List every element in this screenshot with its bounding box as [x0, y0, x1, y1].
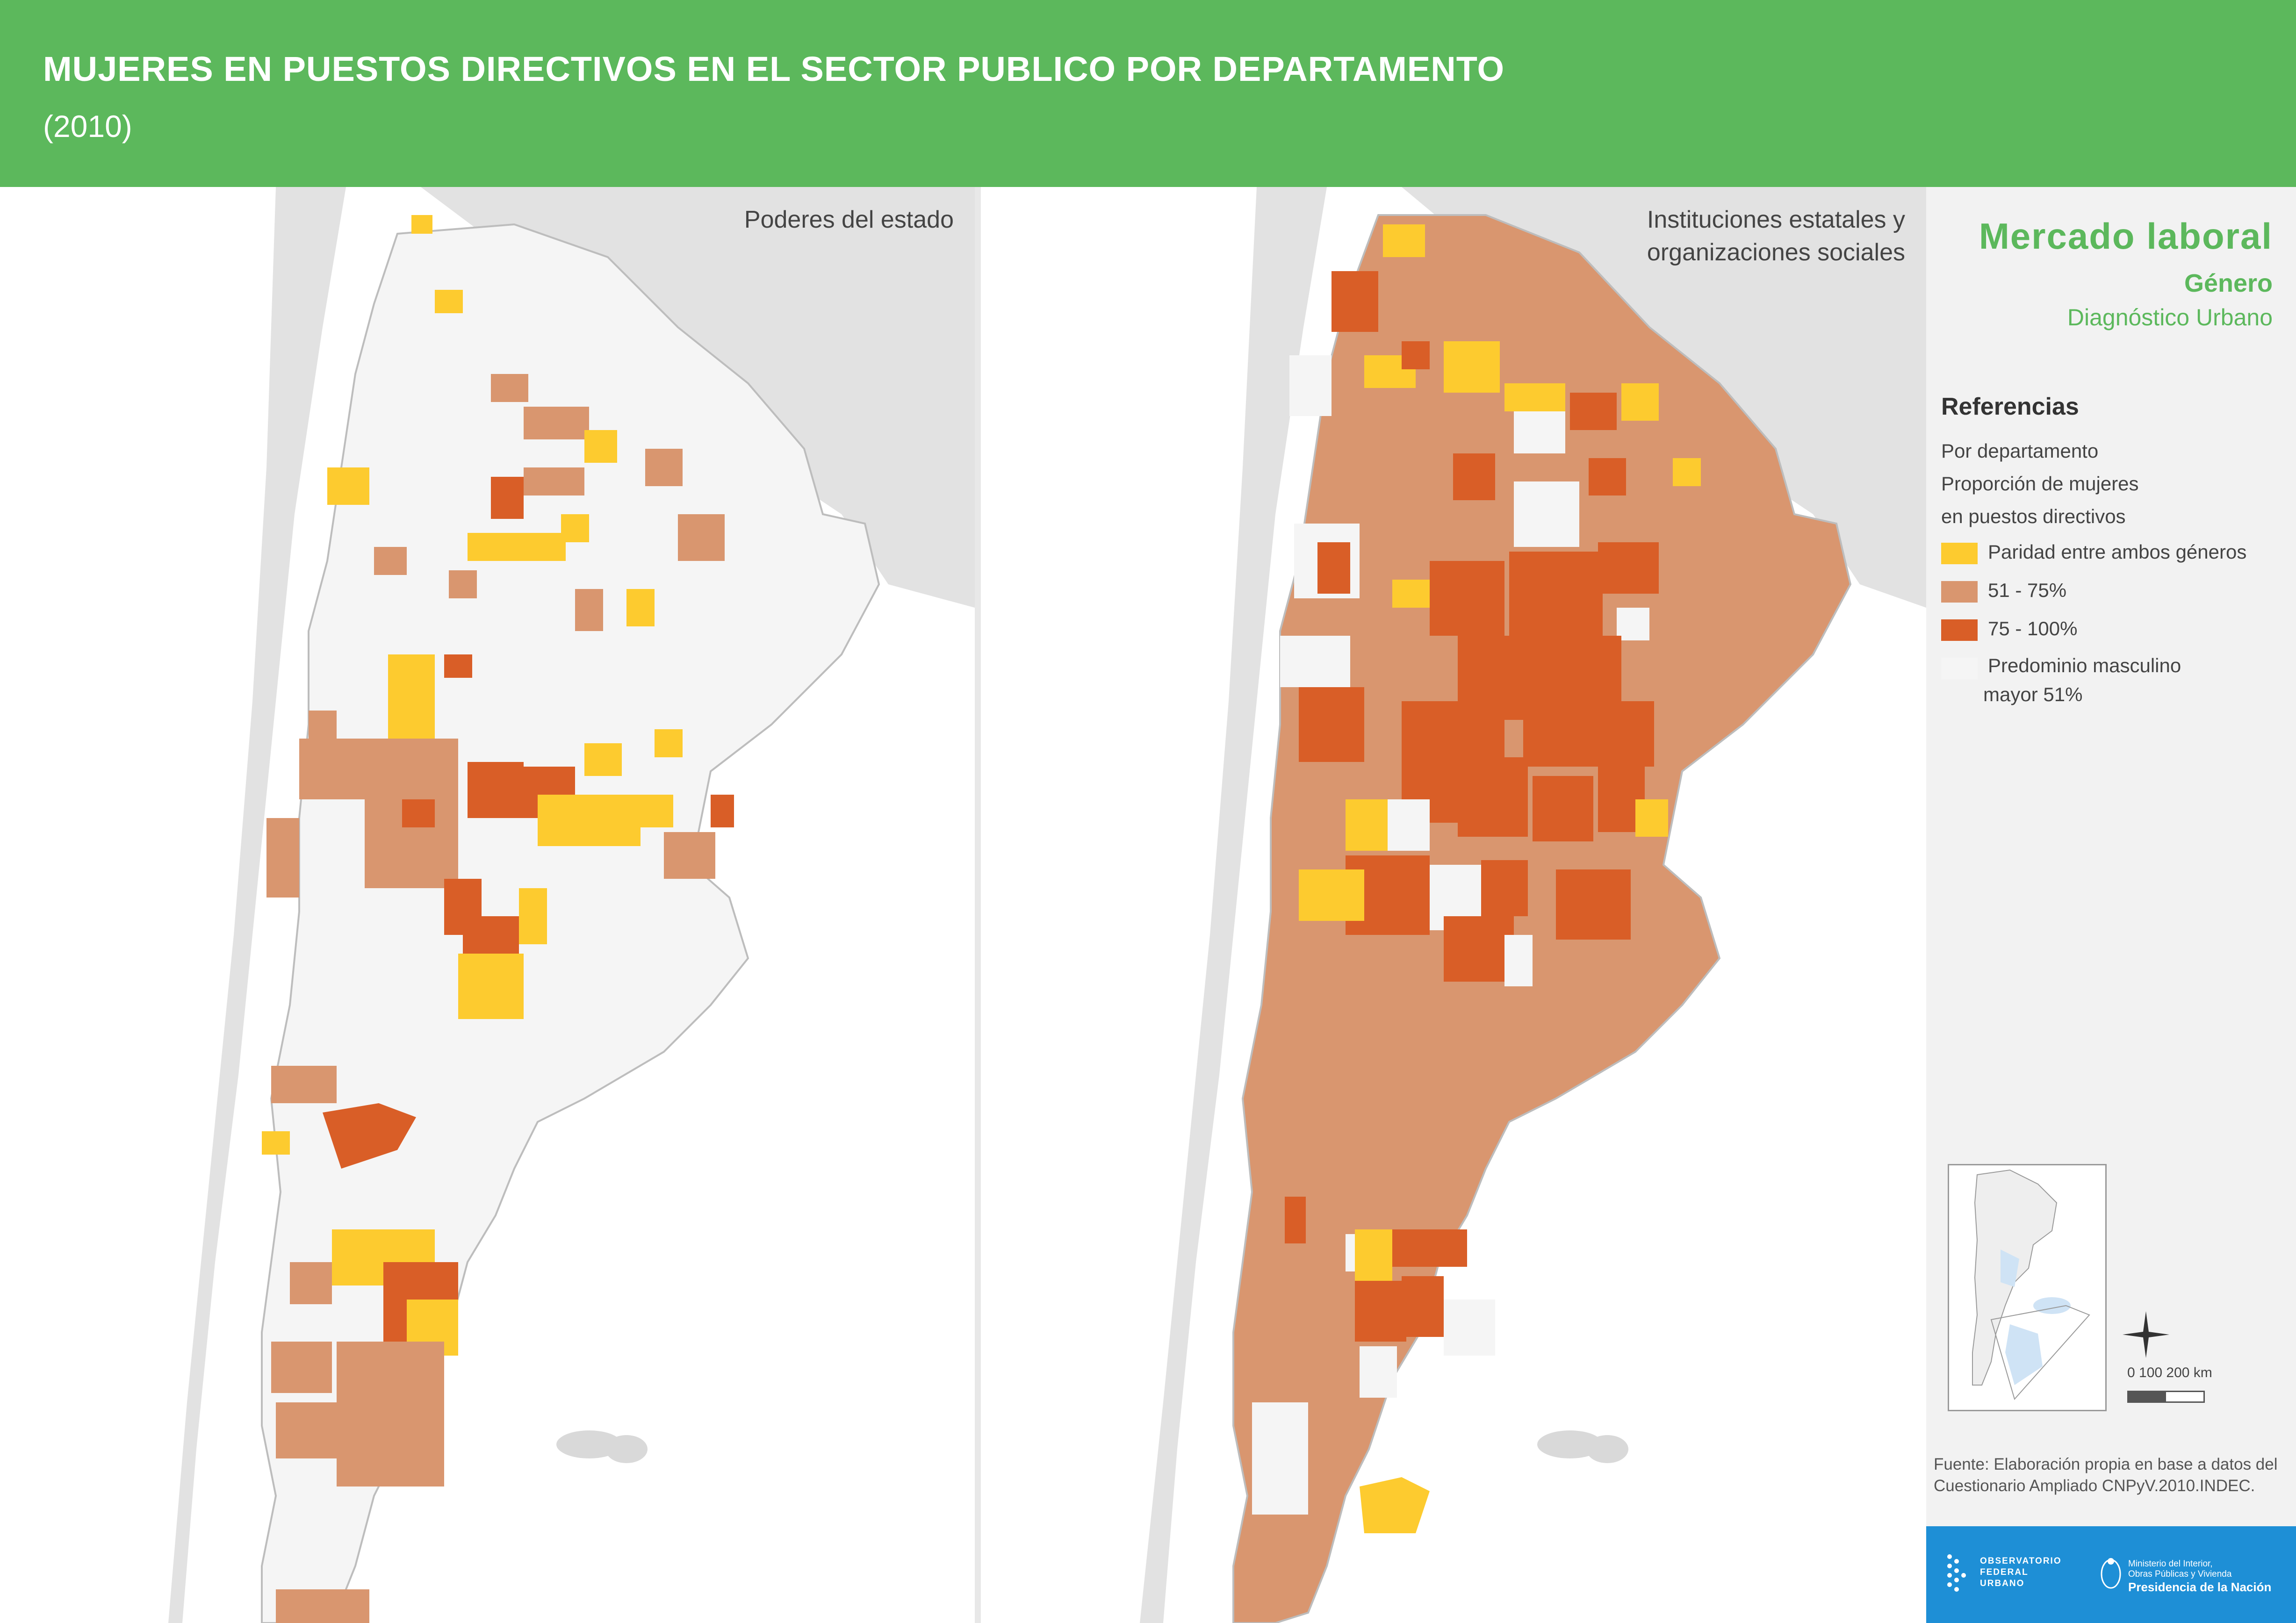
islands-shape	[1537, 1430, 1628, 1463]
legend-description: Por departamento Proporción de mujeres e…	[1941, 435, 2139, 533]
source-line-1: Fuente: Elaboración propia en base a dat…	[1934, 1455, 2278, 1473]
map-poderes-svg	[0, 187, 975, 1623]
ministerio-logo: Ministerio del Interior, Obras Públicas …	[2099, 1554, 2291, 1594]
logo-band: OBSERVATORIO FEDERAL URBANO Ministerio d…	[1926, 1526, 2296, 1623]
ofu-line-1: OBSERVATORIO	[1980, 1556, 2062, 1566]
legend-label: 75 - 100%	[1988, 618, 2078, 639]
scale-label: 0 100 200 km	[2127, 1365, 2212, 1380]
map-label-instituciones: Instituciones estatales y organizaciones…	[1647, 203, 1905, 269]
source-line-2: Cuestionario Ampliado CNPyV.2010.INDEC.	[1934, 1477, 2255, 1495]
neighbor-region-north	[421, 187, 975, 608]
legend-label-line-2: mayor 51%	[1983, 683, 2083, 705]
legend-swatch	[1941, 581, 1978, 603]
page-subtitle: (2010)	[43, 109, 132, 144]
observatorio-text: OBSERVATORIO FEDERAL URBANO	[1980, 1556, 2062, 1589]
departments-poderes	[262, 215, 734, 1623]
legend-label: Paridad entre ambos géneros	[1988, 541, 2247, 563]
ocean-east	[468, 654, 975, 1623]
neighbor-region-west	[168, 187, 346, 1623]
legend-desc-line-3: en puestos directivos	[1941, 505, 2126, 527]
source-note: Fuente: Elaboración propia en base a dat…	[1934, 1454, 2294, 1497]
legend-label: Predominio masculino mayor 51%	[1983, 651, 2181, 709]
sidebar-project: Diagnóstico Urbano	[2067, 304, 2273, 330]
map-label-line-2: organizaciones sociales	[1647, 239, 1905, 266]
compass-icon	[2123, 1311, 2169, 1360]
escudo-icon	[2101, 1558, 2121, 1589]
legend-title: Referencias	[1941, 393, 2079, 420]
sidebar: Mercado laboral Género Diagnóstico Urban…	[1926, 187, 2296, 1623]
inset-map-svg	[1972, 1169, 2090, 1400]
observatorio-logo: OBSERVATORIO FEDERAL URBANO	[1945, 1552, 2061, 1601]
ministerio-text: Ministerio del Interior, Obras Públicas …	[2128, 1559, 2271, 1594]
sidebar-title: Mercado laboral	[1979, 215, 2273, 257]
map-instituciones-svg	[1140, 187, 1926, 1623]
min-line-3: Presidencia de la Nación	[2128, 1580, 2272, 1594]
panel-divider	[975, 187, 981, 1623]
islands-shape	[556, 1430, 648, 1463]
map-panel-poderes: Poderes del estado	[0, 187, 975, 1623]
sidebar-subtitle: Género	[2184, 269, 2273, 297]
legend-desc-line-1: Por departamento	[1941, 440, 2099, 462]
page-title: MUJERES EN PUESTOS DIRECTIVOS EN EL SECT…	[43, 50, 1505, 88]
min-line-2: Obras Públicas y Vivienda	[2128, 1569, 2232, 1579]
map-label-poderes: Poderes del estado	[744, 206, 954, 233]
legend-swatch	[1941, 619, 1978, 641]
ofu-line-2: FEDERAL	[1980, 1567, 2029, 1577]
observatorio-icon	[1947, 1554, 1966, 1592]
map-label-line-1: Instituciones estatales y	[1647, 206, 1905, 233]
legend-label: 51 - 75%	[1988, 579, 2067, 601]
departments-instituciones	[1252, 224, 1701, 1533]
inset-locator-map	[1948, 1164, 2107, 1411]
header-banner: MUJERES EN PUESTOS DIRECTIVOS EN EL SECT…	[0, 0, 2296, 187]
legend-desc-line-2: Proporción de mujeres	[1941, 473, 2139, 495]
map-panel-instituciones: Instituciones estatales y organizaciones…	[981, 187, 1926, 1623]
legend-swatch	[1941, 658, 1978, 679]
legend-label-line-1: Predominio masculino	[1988, 654, 2181, 676]
legend-swatch	[1941, 543, 1978, 564]
neighbor-region-west	[1140, 187, 1327, 1623]
scale-bar-graphic	[2127, 1391, 2205, 1403]
min-line-1: Ministerio del Interior,	[2128, 1559, 2213, 1569]
ofu-line-3: URBANO	[1980, 1579, 2025, 1588]
